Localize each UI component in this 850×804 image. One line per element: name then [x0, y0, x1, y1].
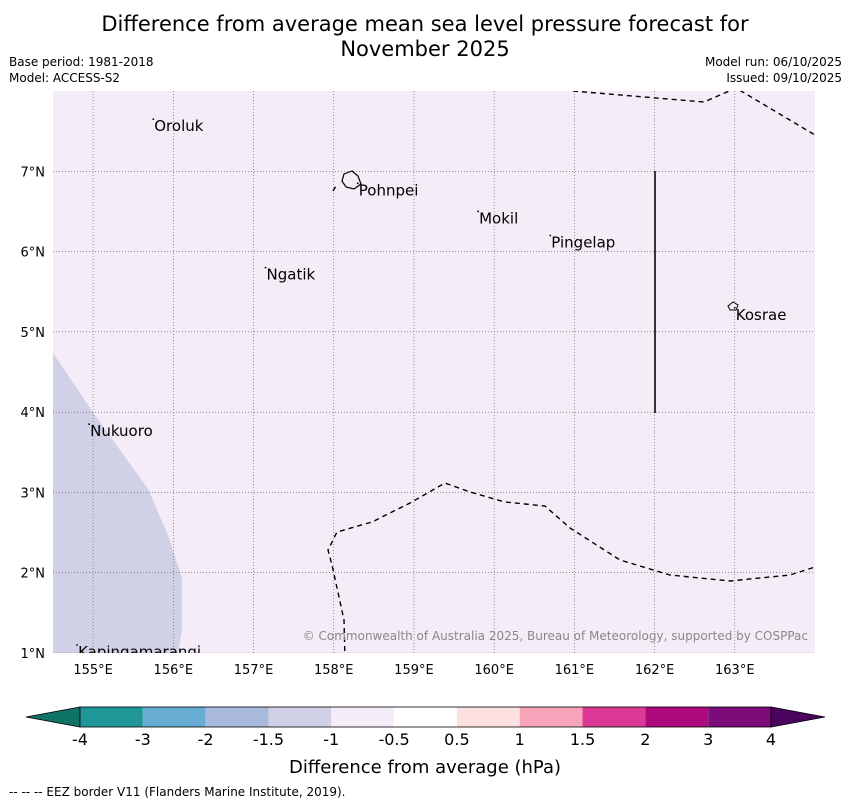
base-period-text: Base period: 1981-2018 [9, 55, 154, 69]
colorbar-box [394, 707, 457, 727]
colorbar-tick: -3 [135, 730, 151, 749]
place-label: Mokil [479, 209, 518, 227]
place-label: Nukuoro [90, 422, 153, 440]
colorbar [25, 706, 826, 728]
colorbar-box [331, 707, 395, 727]
place-label: Kosrae [736, 306, 787, 324]
lon-label: 155°E [73, 663, 113, 678]
model-text: Model: ACCESS-S2 [9, 71, 121, 85]
colorbar-tick: 3 [703, 730, 713, 749]
colorbar-tick: 0.5 [444, 730, 469, 749]
colorbar-box [142, 707, 206, 727]
place-marker [152, 118, 155, 120]
eez-border-pohnpei [332, 185, 337, 192]
colorbar-box [456, 707, 520, 727]
eez-border-north [572, 91, 815, 136]
lat-label: 4°N [21, 406, 46, 421]
anomaly-region-minus-1 [53, 353, 182, 653]
lon-label: 163°E [715, 663, 755, 678]
place-label: Ngatik [267, 266, 316, 284]
colorbar-box [519, 707, 583, 727]
colorbar-tick: 2 [640, 730, 650, 749]
colorbar-tick: -1 [323, 730, 339, 749]
lat-label: 3°N [21, 486, 46, 501]
issued-text: Issued: 09/10/2025 [726, 71, 842, 85]
lon-label: 159°E [394, 663, 434, 678]
title-line-2: November 2025 [340, 37, 510, 61]
place-label: Pingelap [551, 234, 615, 252]
map-figure: Oroluk Pohnpei Mokil Pingelap Ngatik Kosrae Nu… [21, 91, 826, 778]
colorbar-extend-low [25, 706, 81, 728]
colorbar-box [582, 707, 646, 727]
pohnpei-outline [341, 170, 362, 190]
lat-label: 6°N [21, 246, 46, 261]
copyright-text: © Commonwealth of Australia 2025, Bureau… [303, 629, 808, 643]
meta-left: Base period: 1981-2018 Model: ACCESS-S2 [9, 54, 154, 86]
place-marker [264, 266, 267, 269]
eez-borders [327, 91, 815, 653]
colorbar-box [708, 707, 771, 727]
lat-label: 1°N [21, 647, 46, 662]
lat-label: 7°N [21, 165, 46, 180]
colorbar-tick: 1 [515, 730, 525, 749]
place-marker [549, 234, 552, 237]
place-marker [88, 423, 90, 426]
colorbar-box [80, 707, 143, 727]
colorbar-extend-high [770, 706, 826, 728]
lon-label: 156°E [154, 663, 194, 678]
place-marker [477, 210, 480, 213]
map-background [53, 91, 815, 653]
place-labels: Oroluk Pohnpei Mokil Pingelap Ngatik Kosrae Nu… [76, 117, 787, 661]
lon-label: 157°E [234, 663, 274, 678]
meta-right: Model run: 06/10/2025 Issued: 09/10/2025 [705, 54, 842, 86]
lon-label: 160°E [474, 663, 514, 678]
place-marker [356, 182, 359, 185]
model-run-text: Model run: 06/10/2025 [704, 55, 842, 69]
longitude-labels: 155°E 156°E 157°E 158°E 159°E 160°E 161°E 162°E… [73, 663, 754, 678]
lon-label: 162°E [635, 663, 675, 678]
colorbar-title: Difference from average (hPa) [289, 757, 561, 778]
map-title: Difference from average mean sea level p… [0, 12, 850, 62]
colorbar-outline [79, 706, 772, 728]
colorbar-tick-labels: -4 -3 -2 -1.5 -1 -0.5 0.5 1 1.5 2 3 4 [72, 730, 776, 749]
colorbar-tick: -2 [198, 730, 214, 749]
place-label: Oroluk [154, 117, 203, 135]
colorbar-tick: -0.5 [378, 730, 409, 749]
lon-label: 158°E [314, 663, 354, 678]
colorbar-tick: -4 [72, 730, 88, 749]
place-marker [76, 644, 78, 646]
colorbar-box [645, 707, 709, 727]
lon-label: 161°E [555, 663, 595, 678]
colorbar-box [268, 707, 332, 727]
lat-label: 5°N [21, 326, 46, 341]
footer-note: -- -- -- EEZ border V11 (Flanders Marine… [9, 785, 346, 799]
place-label: Pohnpei [359, 181, 419, 199]
place-marker [733, 306, 736, 309]
latitude-labels: 7°N 6°N 5°N 4°N 3°N 2°N 1°N [21, 165, 46, 662]
place-label: Kapingamarangi [78, 643, 201, 661]
colorbar-tick: 1.5 [570, 730, 595, 749]
title-line-1: Difference from average mean sea level p… [101, 12, 749, 36]
colorbar-tick: 4 [766, 730, 776, 749]
colorbar-box [205, 707, 269, 727]
lat-label: 2°N [21, 567, 46, 582]
colorbar-tick: -1.5 [253, 730, 284, 749]
